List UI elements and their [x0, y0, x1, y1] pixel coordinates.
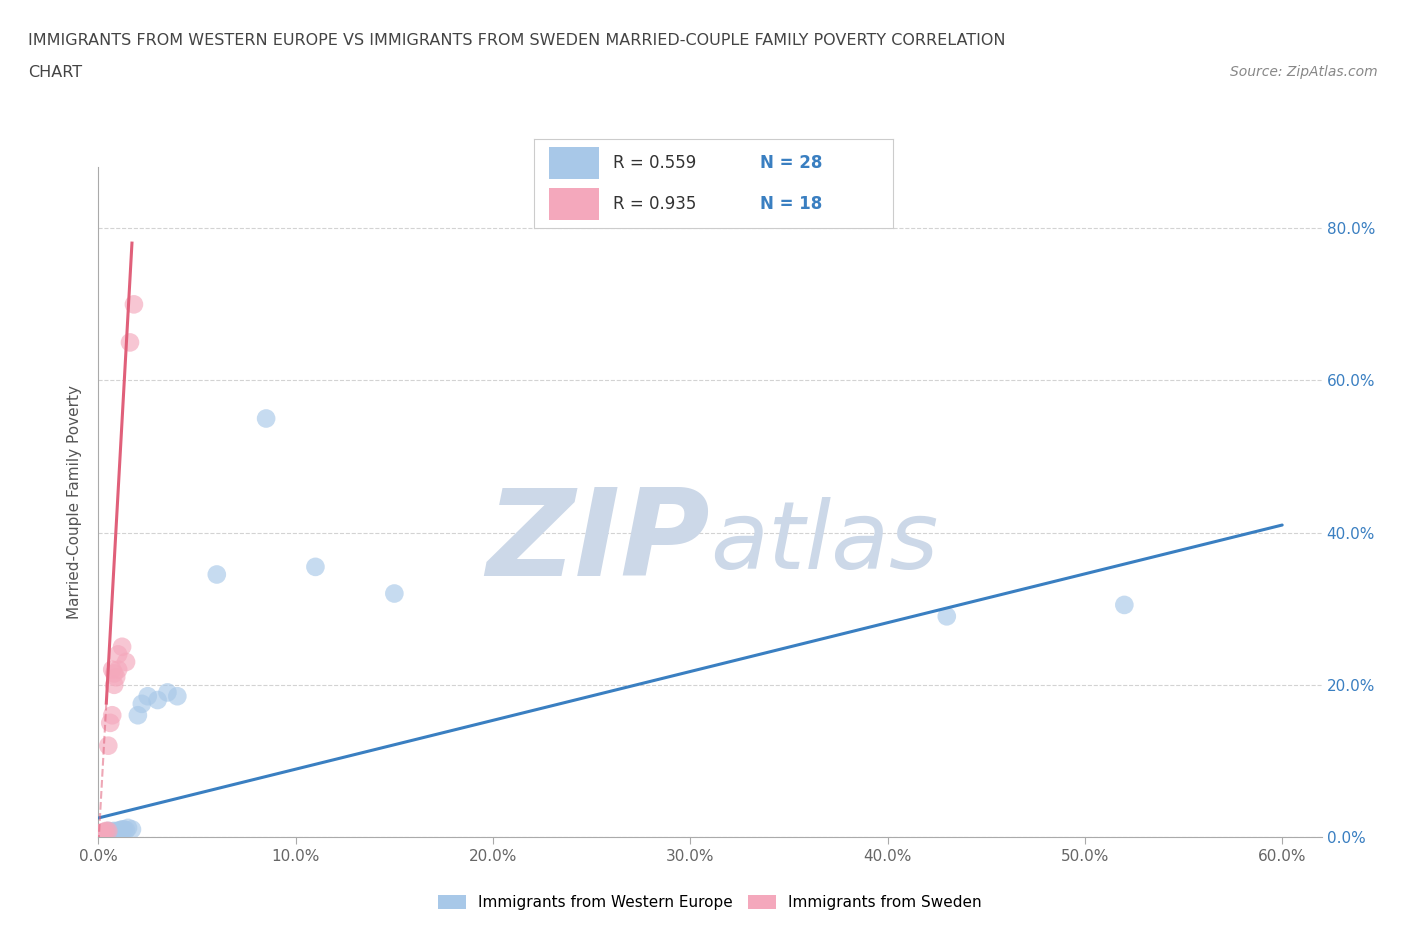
Point — [121, 822, 143, 837]
Point — [98, 825, 121, 840]
Point — [101, 708, 124, 723]
Text: IMMIGRANTS FROM WESTERN EUROPE VS IMMIGRANTS FROM SWEDEN MARRIED-COUPLE FAMILY P: IMMIGRANTS FROM WESTERN EUROPE VS IMMIGR… — [28, 33, 1005, 47]
Point — [117, 820, 139, 835]
Point — [97, 823, 120, 838]
Point — [205, 567, 228, 582]
Point — [93, 825, 115, 840]
Point — [98, 715, 121, 730]
Point — [105, 824, 128, 839]
FancyBboxPatch shape — [548, 188, 599, 219]
Point — [112, 822, 135, 837]
Point — [108, 823, 131, 838]
Point — [115, 655, 138, 670]
Point — [97, 824, 120, 839]
Text: R = 0.935: R = 0.935 — [613, 195, 696, 213]
Point — [103, 823, 125, 838]
Point — [103, 677, 125, 692]
Text: atlas: atlas — [710, 497, 938, 588]
Point — [304, 560, 326, 575]
Point — [91, 826, 114, 841]
Point — [118, 335, 141, 350]
Text: ZIP: ZIP — [486, 484, 710, 601]
Point — [111, 822, 134, 837]
Point — [89, 826, 111, 841]
Point — [91, 825, 114, 840]
Point — [146, 693, 169, 708]
Point — [382, 586, 405, 601]
Text: Source: ZipAtlas.com: Source: ZipAtlas.com — [1230, 65, 1378, 79]
Point — [107, 662, 129, 677]
Point — [97, 738, 120, 753]
Text: N = 18: N = 18 — [761, 195, 823, 213]
Point — [96, 823, 118, 838]
FancyBboxPatch shape — [548, 148, 599, 179]
Point — [136, 689, 159, 704]
Point — [97, 823, 120, 838]
Text: CHART: CHART — [28, 65, 82, 80]
Y-axis label: Married-Couple Family Poverty: Married-Couple Family Poverty — [67, 385, 83, 619]
Point — [156, 685, 179, 700]
Point — [101, 824, 124, 839]
Point — [131, 697, 153, 711]
Point — [1114, 597, 1136, 612]
Point — [107, 823, 129, 838]
Point — [166, 689, 188, 704]
Point — [122, 297, 145, 312]
Point — [103, 666, 125, 681]
Point — [127, 708, 149, 723]
Point — [93, 824, 115, 839]
Text: R = 0.559: R = 0.559 — [613, 154, 696, 172]
Point — [96, 826, 118, 841]
Point — [115, 823, 138, 838]
Point — [254, 411, 277, 426]
Point — [935, 609, 957, 624]
Point — [107, 647, 129, 662]
Text: N = 28: N = 28 — [761, 154, 823, 172]
Legend: Immigrants from Western Europe, Immigrants from Sweden: Immigrants from Western Europe, Immigran… — [433, 889, 987, 916]
Point — [105, 670, 128, 684]
Point — [111, 639, 134, 654]
Point — [101, 662, 124, 677]
